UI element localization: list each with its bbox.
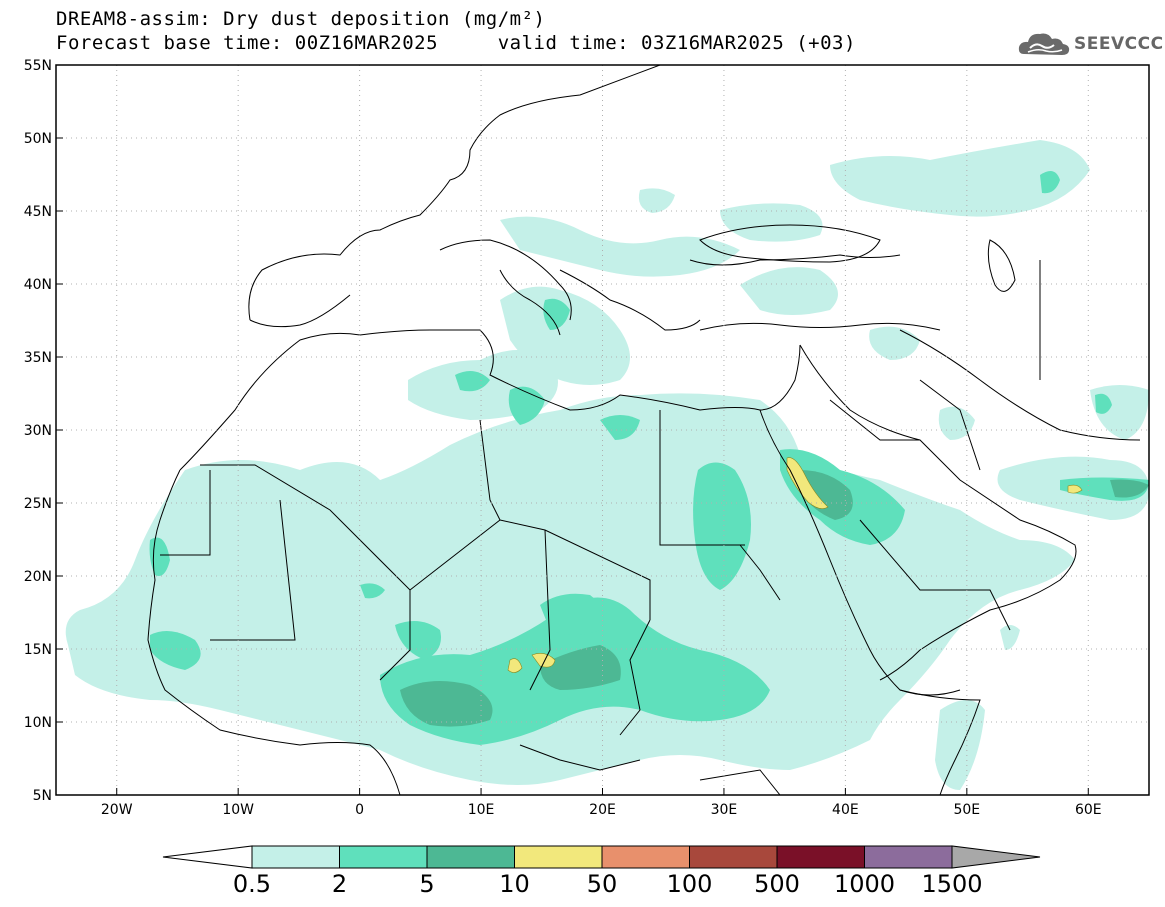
x-tick-label: 40E: [832, 802, 859, 818]
latitude-axis: 55N 50N 45N 40N 35N 30N 25N 20N 15N 10N 5N: [24, 58, 63, 804]
lat-lon-grid: [56, 65, 1149, 795]
x-tick-label: 20E: [589, 802, 616, 818]
colorbar-label: 500: [754, 870, 800, 898]
map-title: DREAM8-assim: Dry dust deposition (mg/m²…: [56, 8, 546, 30]
colorbar-label: 2: [332, 870, 347, 898]
y-tick-label: 25N: [24, 496, 52, 512]
colorbar-segment: [601, 845, 690, 869]
y-tick-label: 15N: [24, 642, 52, 658]
colorbar-segment: [426, 845, 515, 869]
seevccc-logo: SEEVCCC: [1016, 26, 1163, 62]
y-tick-label: 5N: [33, 788, 52, 804]
x-tick-label: 20W: [101, 802, 133, 818]
colorbar-segment: [514, 845, 603, 869]
colorbar-segment: [864, 845, 953, 869]
colorbar-segment: [339, 845, 428, 869]
colorbar-label: 5: [419, 870, 434, 898]
logo-text: SEEVCCC: [1074, 34, 1164, 54]
y-tick-label: 30N: [24, 423, 52, 439]
colorbar-segment: [689, 845, 778, 869]
y-tick-label: 45N: [24, 204, 52, 220]
colorbar-label: 1000: [834, 870, 895, 898]
longitude-axis: 20W 10W 0 10E 20E 30E 40E 50E 60E: [101, 788, 1102, 818]
x-tick-label: 0: [355, 802, 364, 818]
y-tick-label: 55N: [24, 58, 52, 74]
x-tick-label: 60E: [1075, 802, 1102, 818]
colorbar-segment: [776, 845, 865, 869]
x-tick-label: 50E: [953, 802, 980, 818]
y-tick-label: 35N: [24, 350, 52, 366]
colorbar-over-triangle: [951, 845, 1041, 869]
y-tick-label: 20N: [24, 569, 52, 585]
colorbar-under-triangle: [162, 845, 253, 869]
forecast-time-line: Forecast base time: 00Z16MAR2025 valid t…: [56, 32, 856, 54]
colorbar: 0.5 2 5 10 50 100 500 1000 1500: [162, 845, 1041, 898]
colorbar-label: 10: [499, 870, 530, 898]
x-tick-label: 10E: [468, 802, 495, 818]
colorbar-label: 1500: [921, 870, 982, 898]
y-tick-label: 40N: [24, 277, 52, 293]
deposition-level-10: [507, 457, 1083, 673]
y-tick-label: 10N: [24, 715, 52, 731]
cloud-icon: [1018, 33, 1070, 55]
colorbar-label: 0.5: [233, 870, 271, 898]
country-borders: [147, 65, 1141, 795]
colorbar-label: 50: [587, 870, 618, 898]
x-tick-label: 30E: [711, 802, 738, 818]
colorbar-label: 100: [667, 870, 713, 898]
x-tick-label: 10W: [222, 802, 254, 818]
y-tick-label: 50N: [24, 131, 52, 147]
deposition-level-5: [400, 470, 1149, 727]
colorbar-segment: [251, 845, 340, 869]
